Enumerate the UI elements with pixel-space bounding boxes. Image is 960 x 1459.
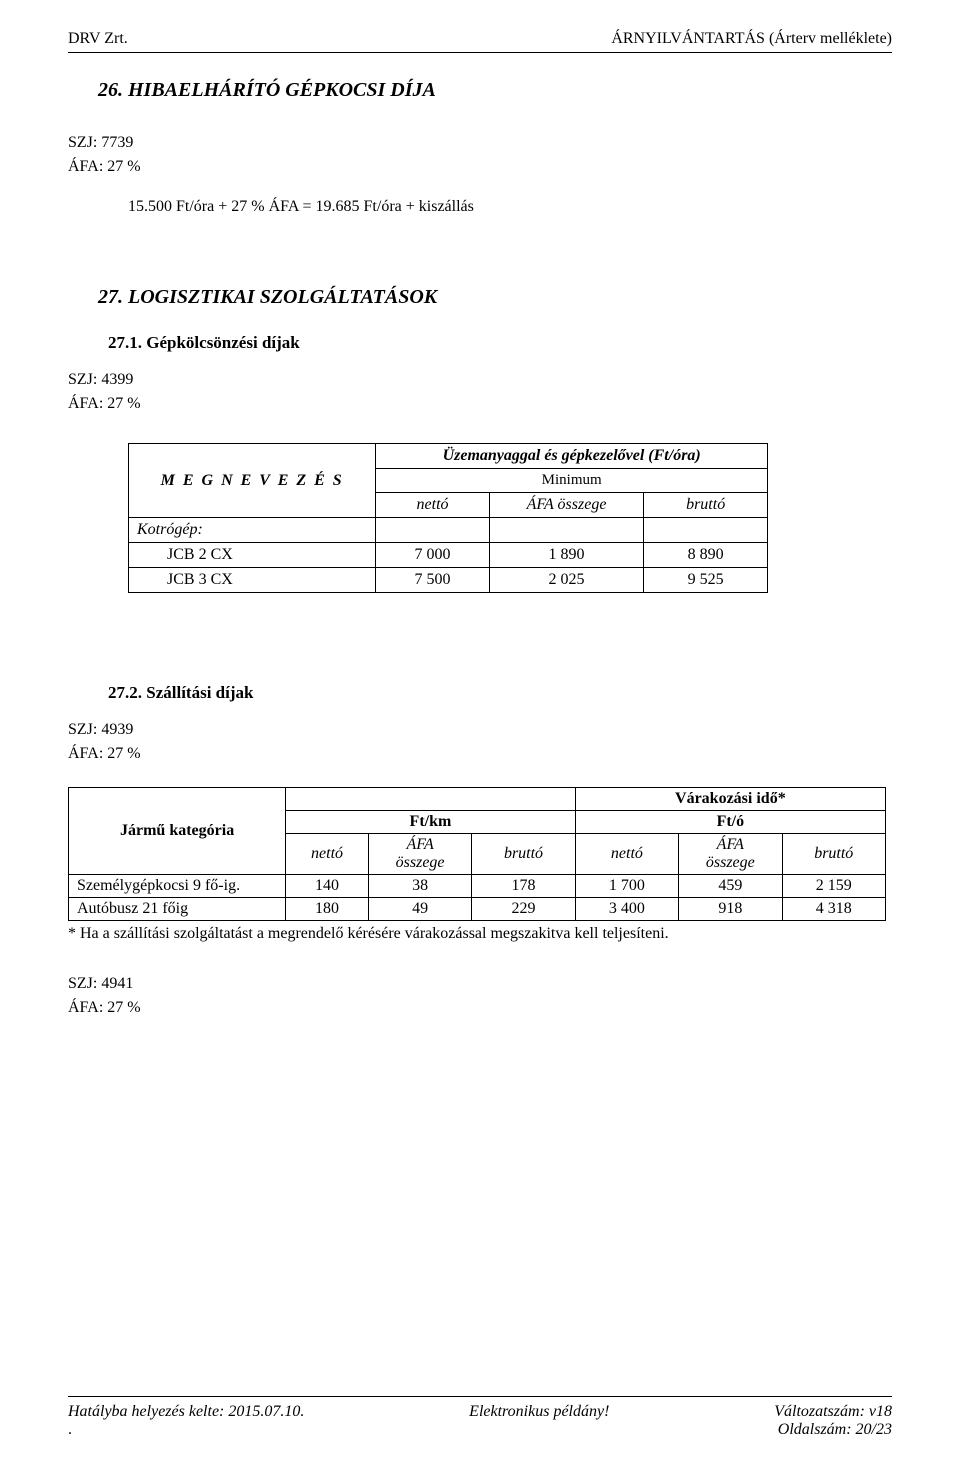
cell-km-netto: 140 bbox=[286, 875, 369, 898]
section-27-title: 27. LOGISZTIKAI SZOLGÁLTATÁSOK bbox=[98, 286, 892, 309]
rental-rates-table: M E G N E V E Z É S Üzemanyaggal és gépk… bbox=[128, 443, 768, 593]
page-footer: Hatályba helyezés kelte: 2015.07.10. . E… bbox=[68, 1403, 892, 1439]
col-afa-1: ÁFA összege bbox=[368, 834, 471, 875]
section-26-title: 26. HIBAELHÁRÍTÓ GÉPKOCSI DÍJA bbox=[98, 79, 892, 102]
col-brutto: bruttó bbox=[644, 493, 768, 518]
footer-version: Változatszám: v18 bbox=[774, 1403, 892, 1421]
cell-netto: 7 000 bbox=[376, 543, 489, 568]
cell-empty bbox=[376, 518, 489, 543]
footer-rule bbox=[68, 1396, 892, 1397]
header-right: ÁRNYILVÁNTARTÁS (Árterv melléklete) bbox=[611, 30, 892, 48]
cell-o-brutto: 2 159 bbox=[782, 875, 885, 898]
page: DRV Zrt. ÁRNYILVÁNTARTÁS (Árterv mellékl… bbox=[0, 0, 960, 1459]
section-27-1-meta: SZJ: 4399 ÁFA: 27 % bbox=[68, 371, 892, 413]
cell-km-netto: 180 bbox=[286, 898, 369, 921]
afa-27-2: ÁFA: 27 % bbox=[68, 395, 892, 413]
table-row: JCB 3 CX 7 500 2 025 9 525 bbox=[129, 568, 768, 593]
header-rule bbox=[68, 52, 892, 53]
cell-o-brutto: 4 318 bbox=[782, 898, 885, 921]
cell-brutto: 8 890 bbox=[644, 543, 768, 568]
section-26-meta: SZJ: 7739 ÁFA: 27 % bbox=[68, 134, 892, 176]
cell-netto: 7 500 bbox=[376, 568, 489, 593]
cell-empty bbox=[644, 518, 768, 543]
shipping-note: * Ha a szállítási szolgáltatást a megren… bbox=[68, 925, 892, 943]
footer-dot: . bbox=[68, 1421, 304, 1439]
cell-name: Személygépkocsi 9 fő-ig. bbox=[69, 875, 286, 898]
footer-effective-date: Hatályba helyezés kelte: 2015.07.10. bbox=[68, 1403, 304, 1421]
afa-27-4: ÁFA: 27 % bbox=[68, 999, 892, 1017]
col-jarmu: Jármű kategória bbox=[69, 788, 286, 875]
cell-o-netto: 1 700 bbox=[575, 875, 678, 898]
footer-center: Elektronikus példány! bbox=[469, 1403, 609, 1439]
cell-empty bbox=[489, 518, 644, 543]
col-netto: nettó bbox=[376, 493, 489, 518]
col-afa-2: ÁFA összege bbox=[679, 834, 782, 875]
cell-name: JCB 2 CX bbox=[129, 543, 376, 568]
table-row: JCB 2 CX 7 000 1 890 8 890 bbox=[129, 543, 768, 568]
col-megnevezes: M E G N E V E Z É S bbox=[129, 444, 376, 518]
col-uzemanyag-head: Üzemanyaggal és gépkezelővel (Ft/óra) bbox=[376, 444, 768, 469]
cell-o-netto: 3 400 bbox=[575, 898, 678, 921]
col-minimum: Minimum bbox=[376, 469, 768, 493]
cell-empty bbox=[286, 788, 576, 811]
section-27-2-meta-2: SZJ: 4941 ÁFA: 27 % bbox=[68, 975, 892, 1017]
szj-4399: SZJ: 4399 bbox=[68, 371, 892, 389]
shipping-rates-table: Jármű kategória Várakozási idő* Ft/km Ft… bbox=[68, 787, 886, 921]
col-brutto-2: bruttó bbox=[782, 834, 885, 875]
col-varakozasi-ido: Várakozási idő* bbox=[575, 788, 885, 811]
col-netto-2: nettó bbox=[575, 834, 678, 875]
col-netto-1: nettó bbox=[286, 834, 369, 875]
cell-afa: 1 890 bbox=[489, 543, 644, 568]
afa-27-3: ÁFA: 27 % bbox=[68, 745, 892, 763]
cell-afa: 2 025 bbox=[489, 568, 644, 593]
cell-o-afa: 918 bbox=[679, 898, 782, 921]
afa-27-1: ÁFA: 27 % bbox=[68, 158, 892, 176]
section-27-2-title: 27.2. Szállítási díjak bbox=[108, 683, 892, 703]
col-fto: Ft/ó bbox=[575, 811, 885, 834]
footer-right: Változatszám: v18 Oldalszám: 20/23 bbox=[774, 1403, 892, 1439]
section-27-1-title: 27.1. Gépkölcsönzési díjak bbox=[108, 333, 892, 353]
table-row: Autóbusz 21 főig 180 49 229 3 400 918 4 … bbox=[69, 898, 886, 921]
footer-electronic-copy: Elektronikus példány! bbox=[469, 1403, 609, 1421]
page-header: DRV Zrt. ÁRNYILVÁNTARTÁS (Árterv mellékl… bbox=[68, 30, 892, 48]
col-afa-osszege: ÁFA összege bbox=[489, 493, 644, 518]
cell-o-afa: 459 bbox=[679, 875, 782, 898]
szj-7739: SZJ: 7739 bbox=[68, 134, 892, 152]
section-26-calc: 15.500 Ft/óra + 27 % ÁFA = 19.685 Ft/óra… bbox=[128, 198, 892, 216]
szj-4941: SZJ: 4941 bbox=[68, 975, 892, 993]
section-27-2-meta: SZJ: 4939 ÁFA: 27 % bbox=[68, 721, 892, 763]
cell-km-afa: 49 bbox=[368, 898, 471, 921]
footer-left: Hatályba helyezés kelte: 2015.07.10. . bbox=[68, 1403, 304, 1439]
header-left: DRV Zrt. bbox=[68, 30, 128, 48]
col-brutto-1: bruttó bbox=[472, 834, 575, 875]
cell-name: JCB 3 CX bbox=[129, 568, 376, 593]
cell-name: Autóbusz 21 főig bbox=[69, 898, 286, 921]
table-row: Személygépkocsi 9 fő-ig. 140 38 178 1 70… bbox=[69, 875, 886, 898]
cell-km-brutto: 178 bbox=[472, 875, 575, 898]
row-kotrogep: Kotrógép: bbox=[129, 518, 376, 543]
cell-km-brutto: 229 bbox=[472, 898, 575, 921]
cell-km-afa: 38 bbox=[368, 875, 471, 898]
footer-page-number: Oldalszám: 20/23 bbox=[778, 1421, 892, 1439]
szj-4939: SZJ: 4939 bbox=[68, 721, 892, 739]
cell-brutto: 9 525 bbox=[644, 568, 768, 593]
col-ftkm: Ft/km bbox=[286, 811, 576, 834]
